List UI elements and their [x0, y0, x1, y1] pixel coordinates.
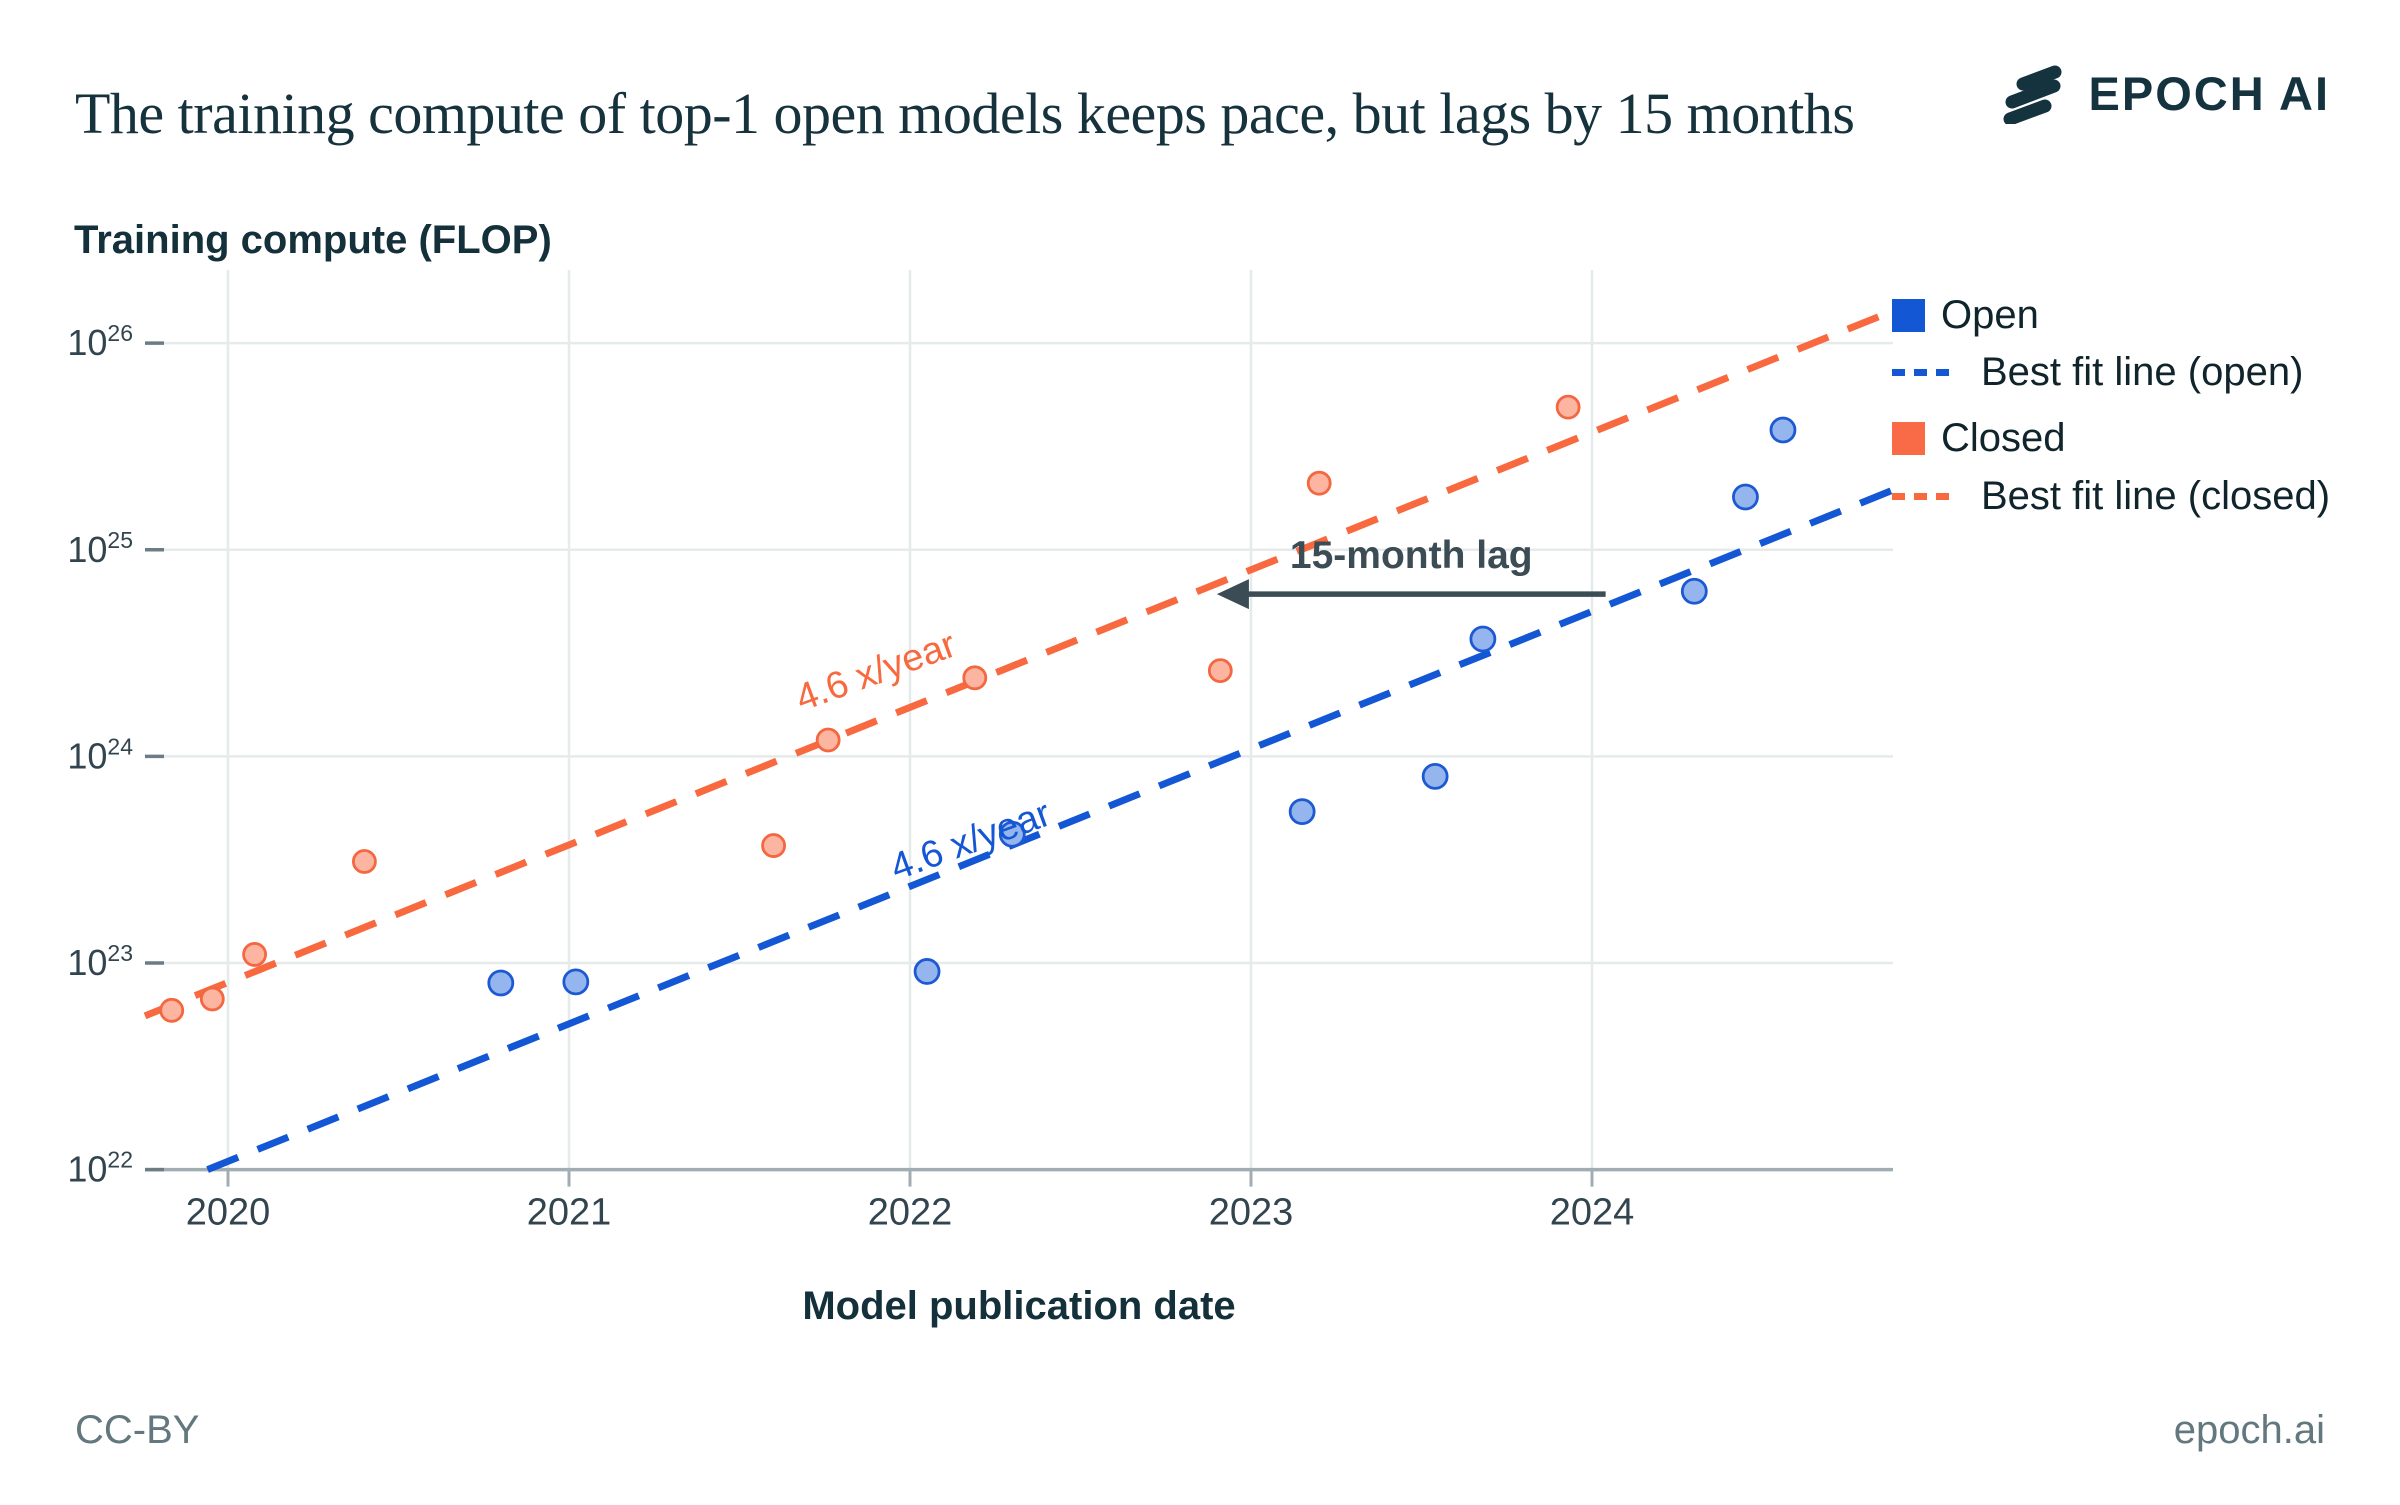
brand-logo: EPOCH AI [2003, 58, 2330, 129]
data-point-closed [1207, 658, 1233, 684]
legend-swatch-2 [1892, 421, 1925, 455]
data-point-closed [351, 849, 377, 874]
site-label: epoch.ai [2173, 1408, 2325, 1452]
x-tick-label: 2023 [1209, 1192, 1294, 1234]
best-fit-line-open [206, 486, 1895, 1173]
legend-item: Open [1892, 292, 2039, 337]
y-tick-label: 1026 [67, 320, 133, 363]
y-tick-label: 1025 [67, 527, 133, 570]
data-point-open [1680, 577, 1708, 605]
y-tick-label: 1022 [67, 1147, 133, 1190]
data-point-closed [815, 727, 841, 753]
data-point-open [1288, 798, 1316, 826]
data-point-closed [1555, 394, 1581, 420]
data-point-open [998, 820, 1026, 848]
legend-item-label: Best fit line (open) [1981, 349, 2304, 394]
lag-label: 15-month lag [1290, 534, 1533, 577]
data-point-closed [199, 986, 225, 1012]
legend-swatch-0 [1892, 298, 1925, 332]
legend-item: Best fit line (open) [1892, 349, 2304, 394]
data-point-open [1469, 625, 1497, 653]
lag-arrow-head [1216, 579, 1249, 610]
x-tick-label: 2020 [186, 1192, 271, 1234]
legend-swatch-1 [1892, 368, 1950, 376]
data-point-closed [159, 997, 185, 1023]
legend-item: Closed [1892, 415, 2066, 460]
x-tick-label: 2024 [1550, 1192, 1635, 1234]
data-point-closed [962, 665, 988, 691]
data-point-open [1421, 762, 1449, 790]
data-point-open [1732, 483, 1759, 511]
epoch-logo-icon [2003, 58, 2065, 129]
legend-item: Best fit line (closed) [1892, 473, 2331, 518]
x-axis-title: Model publication date [802, 1284, 1236, 1328]
data-point-closed [1306, 470, 1332, 496]
brand-name: EPOCH AI [2088, 67, 2330, 120]
best-fit-line-closed [143, 307, 1895, 1020]
data-point-open [913, 958, 941, 985]
data-point-open [487, 969, 515, 997]
x-tick-label: 2021 [527, 1192, 612, 1234]
legend-item-label: Open [1941, 292, 2039, 337]
growth-rate-label: 4.6 x/year [790, 623, 961, 720]
data-point-open [1769, 416, 1797, 444]
y-tick-label: 1024 [67, 733, 133, 776]
y-tick-label: 1023 [67, 940, 133, 983]
legend-item-label: Closed [1941, 415, 2066, 460]
y-axis-title: Training compute (FLOP) [74, 218, 552, 262]
legend-item-label: Best fit line (closed) [1981, 473, 2331, 518]
data-point-closed [761, 833, 786, 858]
chart-title: The training compute of top-1 open model… [75, 81, 1855, 146]
data-point-open [562, 968, 590, 996]
legend-swatch-3 [1892, 492, 1950, 500]
license-label: CC-BY [75, 1408, 200, 1452]
x-tick-label: 2022 [868, 1192, 953, 1234]
data-point-closed [242, 942, 267, 967]
